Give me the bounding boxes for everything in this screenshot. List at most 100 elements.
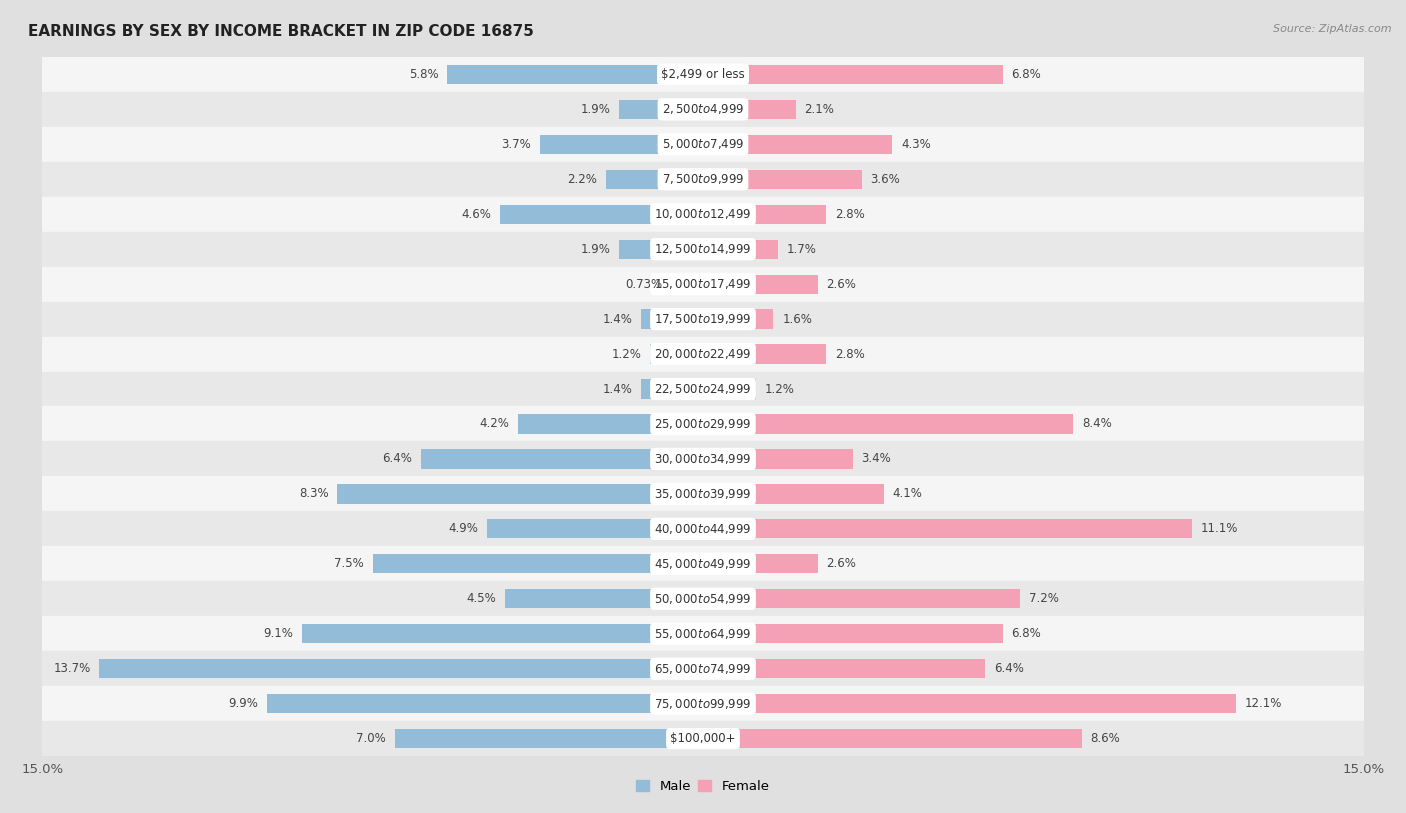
- Bar: [302, 624, 703, 643]
- Bar: [703, 554, 817, 573]
- Text: 11.1%: 11.1%: [1201, 523, 1239, 535]
- Bar: [703, 415, 1073, 433]
- Text: 4.6%: 4.6%: [461, 208, 492, 220]
- Text: $20,000 to $22,499: $20,000 to $22,499: [654, 347, 752, 361]
- Bar: [42, 127, 1364, 162]
- Text: $10,000 to $12,499: $10,000 to $12,499: [654, 207, 752, 221]
- Bar: [619, 240, 703, 259]
- Bar: [703, 624, 1002, 643]
- Bar: [703, 589, 1021, 608]
- Bar: [703, 694, 1236, 713]
- Bar: [703, 450, 853, 468]
- Text: 6.4%: 6.4%: [994, 663, 1024, 675]
- Bar: [42, 546, 1364, 581]
- Text: 1.6%: 1.6%: [782, 313, 813, 325]
- Bar: [703, 520, 1192, 538]
- Text: 1.9%: 1.9%: [581, 103, 610, 115]
- Text: 8.4%: 8.4%: [1081, 418, 1112, 430]
- Text: 3.7%: 3.7%: [502, 138, 531, 150]
- Bar: [42, 616, 1364, 651]
- Text: 5.8%: 5.8%: [409, 68, 439, 80]
- Text: 4.3%: 4.3%: [901, 138, 931, 150]
- Text: 4.2%: 4.2%: [479, 418, 509, 430]
- Bar: [42, 476, 1364, 511]
- Bar: [703, 380, 756, 398]
- Text: 13.7%: 13.7%: [53, 663, 90, 675]
- Text: 1.7%: 1.7%: [787, 243, 817, 255]
- Text: $5,000 to $7,499: $5,000 to $7,499: [662, 137, 744, 151]
- Text: 2.6%: 2.6%: [827, 278, 856, 290]
- Text: 9.9%: 9.9%: [228, 698, 259, 710]
- Text: $40,000 to $44,999: $40,000 to $44,999: [654, 522, 752, 536]
- Text: $25,000 to $29,999: $25,000 to $29,999: [654, 417, 752, 431]
- Bar: [42, 57, 1364, 92]
- Bar: [703, 135, 893, 154]
- Bar: [42, 162, 1364, 197]
- Text: 2.1%: 2.1%: [804, 103, 834, 115]
- Text: 2.6%: 2.6%: [827, 558, 856, 570]
- Bar: [420, 450, 703, 468]
- Text: $22,500 to $24,999: $22,500 to $24,999: [654, 382, 752, 396]
- Bar: [42, 302, 1364, 337]
- Bar: [42, 92, 1364, 127]
- Text: 7.0%: 7.0%: [356, 733, 385, 745]
- Text: 2.8%: 2.8%: [835, 208, 865, 220]
- Bar: [703, 345, 827, 363]
- Bar: [703, 240, 778, 259]
- Bar: [395, 729, 703, 748]
- Bar: [606, 170, 703, 189]
- Bar: [703, 275, 817, 293]
- Text: $45,000 to $49,999: $45,000 to $49,999: [654, 557, 752, 571]
- Text: 7.2%: 7.2%: [1029, 593, 1059, 605]
- Bar: [703, 485, 883, 503]
- Text: 1.9%: 1.9%: [581, 243, 610, 255]
- Text: $7,500 to $9,999: $7,500 to $9,999: [662, 172, 744, 186]
- Bar: [619, 100, 703, 119]
- Bar: [42, 267, 1364, 302]
- Text: 2.2%: 2.2%: [568, 173, 598, 185]
- Bar: [486, 520, 703, 538]
- Text: $35,000 to $39,999: $35,000 to $39,999: [654, 487, 752, 501]
- Bar: [42, 721, 1364, 756]
- Bar: [337, 485, 703, 503]
- Text: 8.3%: 8.3%: [299, 488, 329, 500]
- Text: $2,499 or less: $2,499 or less: [661, 68, 745, 80]
- Text: 1.2%: 1.2%: [765, 383, 794, 395]
- Text: 9.1%: 9.1%: [263, 628, 294, 640]
- Text: $30,000 to $34,999: $30,000 to $34,999: [654, 452, 752, 466]
- Bar: [703, 170, 862, 189]
- Bar: [703, 729, 1081, 748]
- Text: $15,000 to $17,499: $15,000 to $17,499: [654, 277, 752, 291]
- Bar: [100, 659, 703, 678]
- Text: 2.8%: 2.8%: [835, 348, 865, 360]
- Bar: [641, 380, 703, 398]
- Bar: [703, 659, 986, 678]
- Text: 1.4%: 1.4%: [603, 313, 633, 325]
- Bar: [42, 441, 1364, 476]
- Text: 7.5%: 7.5%: [335, 558, 364, 570]
- Text: $17,500 to $19,999: $17,500 to $19,999: [654, 312, 752, 326]
- Bar: [703, 205, 827, 224]
- Bar: [42, 372, 1364, 406]
- Legend: Male, Female: Male, Female: [631, 775, 775, 798]
- Text: $55,000 to $64,999: $55,000 to $64,999: [654, 627, 752, 641]
- Bar: [517, 415, 703, 433]
- Bar: [42, 232, 1364, 267]
- Bar: [373, 554, 703, 573]
- Bar: [447, 65, 703, 84]
- Text: 1.4%: 1.4%: [603, 383, 633, 395]
- Text: 1.2%: 1.2%: [612, 348, 641, 360]
- Bar: [42, 651, 1364, 686]
- Bar: [671, 275, 703, 293]
- Text: $12,500 to $14,999: $12,500 to $14,999: [654, 242, 752, 256]
- Bar: [650, 345, 703, 363]
- Bar: [641, 310, 703, 328]
- Text: 4.9%: 4.9%: [449, 523, 478, 535]
- Bar: [267, 694, 703, 713]
- Bar: [42, 686, 1364, 721]
- Text: 6.8%: 6.8%: [1011, 68, 1040, 80]
- Bar: [501, 205, 703, 224]
- Bar: [505, 589, 703, 608]
- Text: 6.8%: 6.8%: [1011, 628, 1040, 640]
- Bar: [42, 197, 1364, 232]
